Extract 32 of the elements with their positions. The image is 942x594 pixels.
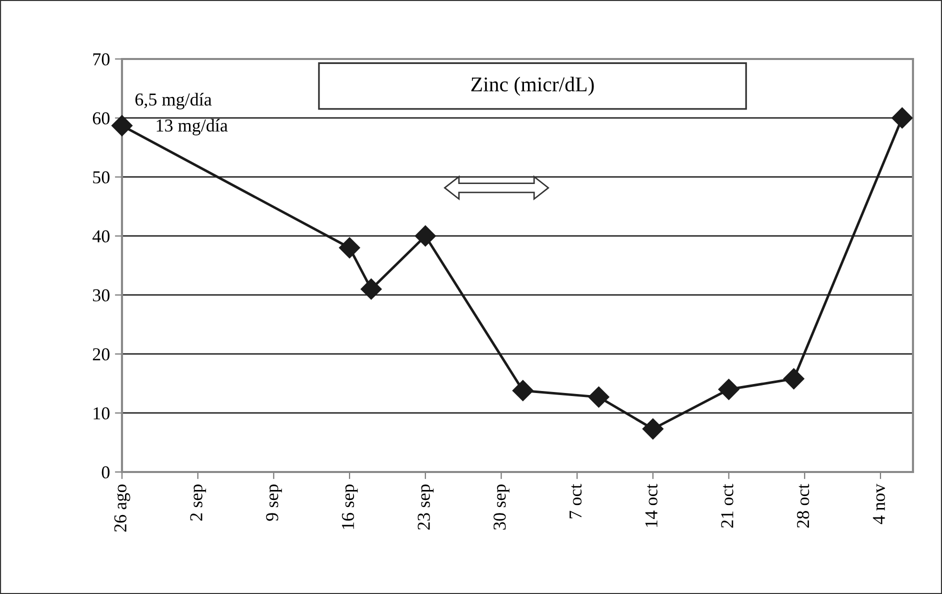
annotation: 13 mg/día bbox=[156, 118, 228, 136]
point bbox=[718, 378, 740, 400]
y-tick-label: 60 bbox=[92, 112, 110, 124]
point bbox=[783, 368, 804, 390]
annotation: 6,5 mg/día bbox=[135, 92, 212, 110]
x-tick-label: 4 nov bbox=[872, 484, 885, 524]
point bbox=[642, 418, 664, 440]
point bbox=[414, 225, 436, 247]
y-tick-label: 10 bbox=[94, 407, 110, 420]
x-tick-label: 9 sep bbox=[266, 484, 282, 521]
x-tick-label: 7 oct bbox=[570, 484, 582, 518]
x-tick-label: 23 sep bbox=[418, 484, 434, 530]
y-tick-label: 50 bbox=[93, 171, 110, 184]
y-tick-label: 20 bbox=[92, 348, 110, 360]
point bbox=[512, 380, 534, 402]
x-tick-label: 26 ago bbox=[114, 484, 130, 532]
x-tick-label: 28 oct bbox=[796, 484, 810, 528]
x-tick-label: 21 oct bbox=[721, 484, 734, 528]
x-tick-label: 16 sep bbox=[342, 484, 358, 529]
point bbox=[588, 386, 610, 408]
x-tick-label: 30 sep bbox=[494, 484, 510, 530]
point bbox=[111, 115, 133, 136]
x-tick-label: 2 sep bbox=[190, 484, 206, 521]
y-tick-label: 70 bbox=[93, 53, 110, 66]
point bbox=[892, 107, 913, 128]
point bbox=[360, 278, 382, 300]
y-tick-label: 30 bbox=[92, 289, 110, 302]
y-tick-label: 0 bbox=[102, 466, 110, 478]
point bbox=[339, 237, 360, 258]
y-tick-label: 40 bbox=[92, 230, 110, 242]
x-tick-label: 14 oct bbox=[645, 484, 658, 527]
text: Zinc (micr/dL) bbox=[471, 76, 594, 96]
